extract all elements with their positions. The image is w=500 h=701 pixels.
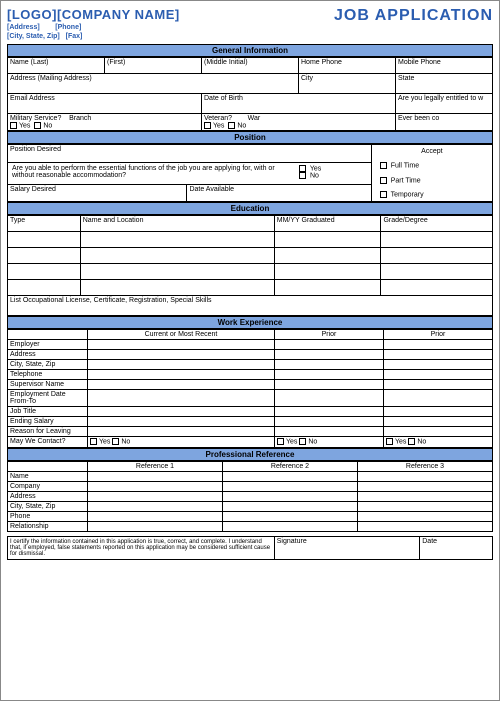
- education-table: Type Name and Location MM/YY Graduated G…: [7, 215, 493, 316]
- veteran-no-checkbox[interactable]: [228, 122, 235, 129]
- general-info-table: Name (Last) (First) (Middle Initial) Hom…: [7, 57, 493, 131]
- edu-row[interactable]: [8, 248, 81, 264]
- ref2-header: Reference 2: [223, 461, 358, 471]
- form-title: JOB APPLICATION: [334, 7, 493, 25]
- address: [Address]: [7, 24, 40, 31]
- certify-text: I certify the information contained in t…: [8, 536, 275, 559]
- occupational-cell[interactable]: List Occupational License, Certificate, …: [8, 296, 493, 316]
- ref3-header: Reference 3: [358, 461, 493, 471]
- position-desired-cell[interactable]: Position Desired: [8, 145, 372, 163]
- section-reference: Professional Reference: [7, 448, 493, 461]
- parttime-checkbox[interactable]: [380, 177, 387, 184]
- company-block: [LOGO][COMPANY NAME] [Address] [Phone] […: [7, 7, 180, 40]
- veteran-yes-checkbox[interactable]: [204, 122, 211, 129]
- reference-table: Reference 1 Reference 2 Reference 3 Name…: [7, 461, 493, 532]
- veteran-row: Veteran? War Yes No: [202, 114, 396, 131]
- telephone-label: Telephone: [8, 370, 88, 380]
- job-title-label: Job Title: [8, 407, 88, 417]
- ref1-header: Reference 1: [88, 461, 223, 471]
- edu-type-header: Type: [8, 216, 81, 232]
- essential-yes-checkbox[interactable]: [299, 165, 306, 172]
- state-cell[interactable]: State: [396, 74, 493, 94]
- edu-grade-header: Grade/Degree: [381, 216, 493, 232]
- emp-date-label: Employment Date From-To: [8, 390, 88, 407]
- salary-desired-cell[interactable]: Salary Desired: [8, 184, 187, 202]
- essential-no-checkbox[interactable]: [299, 172, 306, 179]
- email-cell[interactable]: Email Address: [8, 94, 202, 114]
- contact1: Yes No: [88, 437, 275, 447]
- work-prior2-header: Prior: [383, 330, 492, 340]
- edu-name-header: Name and Location: [80, 216, 274, 232]
- w-address-label: Address: [8, 350, 88, 360]
- company-name: [COMPANY NAME]: [57, 7, 180, 22]
- employer-label: Employer: [8, 340, 88, 350]
- fax: [Fax]: [66, 33, 83, 40]
- work-table: Current or Most Recent Prior Prior Emplo…: [7, 329, 493, 447]
- military-yes-checkbox[interactable]: [10, 122, 17, 129]
- military-row: Military Service? Branch Yes No: [8, 114, 202, 131]
- edu-grad-header: MM/YY Graduated: [274, 216, 381, 232]
- mobile-phone-cell[interactable]: Mobile Phone: [396, 58, 493, 74]
- r-csz-label: City, State, Zip: [8, 501, 88, 511]
- r-phone-label: Phone: [8, 511, 88, 521]
- section-position: Position: [7, 131, 493, 144]
- phone: [Phone]: [55, 24, 81, 31]
- name-last-cell[interactable]: Name (Last): [8, 58, 105, 74]
- section-work: Work Experience: [7, 316, 493, 329]
- reason-label: Reason for Leaving: [8, 427, 88, 437]
- position-table: Position Desired Accept Full Time Part T…: [7, 144, 493, 202]
- work-blank-header: [8, 330, 88, 340]
- r-company-label: Company: [8, 481, 88, 491]
- dob-cell[interactable]: Date of Birth: [202, 94, 396, 114]
- city-cell[interactable]: City: [299, 74, 396, 94]
- r-address-label: Address: [8, 491, 88, 501]
- form-header: [LOGO][COMPANY NAME] [Address] [Phone] […: [7, 7, 493, 40]
- edu-row[interactable]: [8, 280, 81, 296]
- section-general: General Information: [7, 44, 493, 57]
- signature-cell[interactable]: Signature: [274, 536, 420, 559]
- middle-cell[interactable]: (Middle Initial): [202, 58, 299, 74]
- edu-row[interactable]: [8, 232, 81, 248]
- military-no-checkbox[interactable]: [34, 122, 41, 129]
- mailing-address-cell[interactable]: Address (Mailing Address): [8, 74, 299, 94]
- fulltime-checkbox[interactable]: [380, 162, 387, 169]
- accept-cell: Accept Full Time Part Time Temporary: [371, 145, 492, 202]
- logo-placeholder: [LOGO]: [7, 7, 57, 22]
- signature-table: I certify the information contained in t…: [7, 536, 493, 560]
- job-application-form: [LOGO][COMPANY NAME] [Address] [Phone] […: [0, 0, 500, 701]
- section-education: Education: [7, 202, 493, 215]
- temporary-checkbox[interactable]: [380, 191, 387, 198]
- r-relationship-label: Relationship: [8, 521, 88, 531]
- contact2: Yes No: [274, 437, 383, 447]
- w-csz-label: City, State, Zip: [8, 360, 88, 370]
- contact3: Yes No: [383, 437, 492, 447]
- home-phone-cell[interactable]: Home Phone: [299, 58, 396, 74]
- entitled-cell[interactable]: Are you legally entitled to w: [396, 94, 493, 114]
- convicted-cell[interactable]: Ever been co: [396, 114, 493, 131]
- city-state-zip: [City, State, Zip]: [7, 33, 60, 40]
- edu-row[interactable]: [8, 264, 81, 280]
- supervisor-label: Supervisor Name: [8, 380, 88, 390]
- r-name-label: Name: [8, 471, 88, 481]
- essential-functions-cell: Are you able to perform the essential fu…: [8, 162, 372, 184]
- ending-salary-label: Ending Salary: [8, 417, 88, 427]
- work-prior1-header: Prior: [274, 330, 383, 340]
- date-available-cell[interactable]: Date Available: [187, 184, 371, 202]
- first-cell[interactable]: (First): [105, 58, 202, 74]
- work-current-header: Current or Most Recent: [88, 330, 275, 340]
- may-contact-label: May We Contact?: [8, 437, 88, 447]
- ref-blank-header: [8, 461, 88, 471]
- date-cell[interactable]: Date: [420, 536, 493, 559]
